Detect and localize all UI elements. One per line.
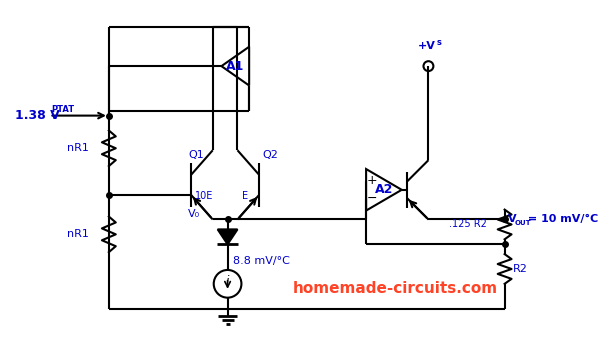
Text: V₀: V₀: [188, 209, 200, 219]
Text: nR1: nR1: [67, 143, 89, 153]
Polygon shape: [217, 229, 238, 244]
Text: .125 R2: .125 R2: [449, 219, 487, 229]
Text: +V: +V: [418, 41, 436, 51]
Text: +: +: [367, 175, 378, 187]
Text: 1.38 V: 1.38 V: [15, 109, 60, 122]
Text: A1: A1: [226, 60, 245, 73]
Text: V: V: [508, 215, 516, 225]
Text: i: i: [226, 275, 229, 288]
Text: −: −: [367, 192, 377, 205]
Text: homemade-circuits.com: homemade-circuits.com: [293, 281, 498, 296]
Text: R2: R2: [513, 264, 527, 274]
Text: E: E: [243, 191, 248, 201]
Text: nR1: nR1: [67, 229, 89, 239]
Text: PTAT: PTAT: [52, 105, 75, 114]
Text: = 10 mV/°C: = 10 mV/°C: [524, 215, 599, 225]
Text: 8.8 mV/°C: 8.8 mV/°C: [232, 256, 290, 266]
Text: 10E: 10E: [195, 191, 213, 201]
Text: Q2: Q2: [262, 150, 278, 160]
Text: A2: A2: [375, 183, 393, 196]
Text: OUT: OUT: [514, 220, 531, 226]
Text: Q1: Q1: [188, 150, 204, 160]
Text: s: s: [436, 38, 441, 47]
